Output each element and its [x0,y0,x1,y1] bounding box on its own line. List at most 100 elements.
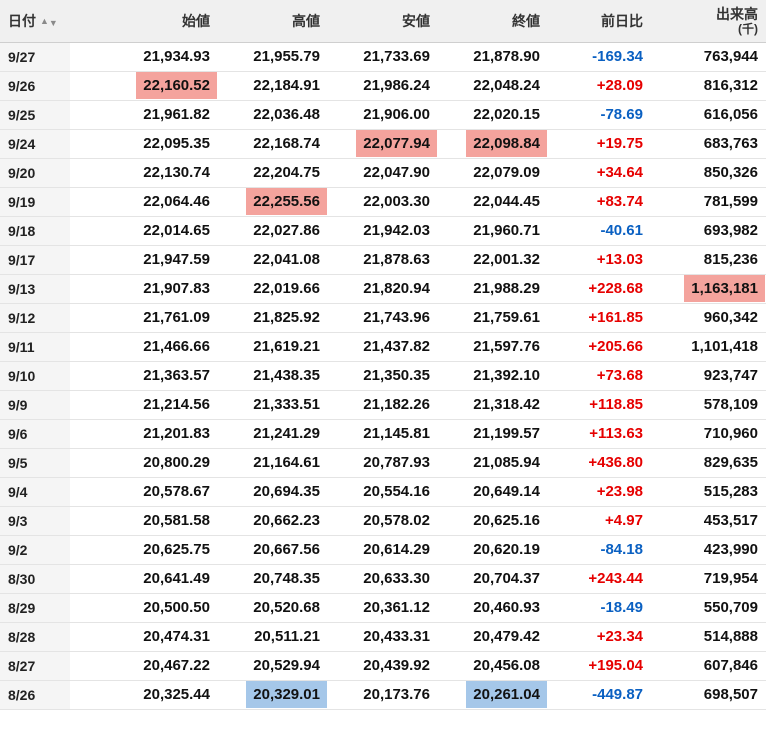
open-cell: 22,095.35 [70,129,220,159]
close-cell: 21,085.94 [440,448,550,478]
low-value: 20,787.93 [363,454,430,471]
volume-value: 816,312 [703,77,758,94]
open-value: 20,325.44 [143,686,210,703]
close-value: 20,460.93 [473,599,540,616]
close-value: 22,001.32 [473,251,540,268]
volume-value: 850,326 [703,164,758,181]
close-value: 21,759.61 [473,309,540,326]
table-row: 9/6 21,201.83 21,241.29 21,145.81 21,199.57 +… [0,419,766,449]
table-row: 9/18 22,014.65 22,027.86 21,942.03 21,960.71… [0,216,766,246]
high-value: 22,027.86 [253,222,320,239]
date-label: 9/5 [8,454,28,471]
close-value: 21,318.42 [473,396,540,413]
high-cell: 21,619.21 [220,332,330,362]
header-volume: 出来高 (千) [653,0,766,43]
volume-value: 698,507 [703,686,758,703]
volume-value: 960,342 [703,309,758,326]
change-cell: +34.64 [550,158,653,188]
change-value: +228.68 [588,280,643,297]
open-value: 21,947.59 [143,251,210,268]
close-cell: 22,098.84 [440,129,550,159]
volume-value: 763,944 [703,48,758,65]
date-label: 8/29 [8,599,36,616]
low-cell: 21,986.24 [330,71,440,101]
table-row: 9/25 21,961.82 22,036.48 21,906.00 22,020.15… [0,100,766,130]
date-label: 9/12 [8,309,36,326]
close-value: 20,625.16 [473,512,540,529]
volume-cell: 683,763 [653,129,766,159]
close-value: 20,456.08 [473,657,540,674]
open-cell: 22,014.65 [70,216,220,246]
change-cell: +118.85 [550,390,653,420]
sort-asc-icon[interactable]: ▲ [40,15,49,26]
date-cell: 9/10 [0,361,70,391]
open-value: 21,907.83 [143,280,210,297]
change-value: +161.85 [588,309,643,326]
open-cell: 20,581.58 [70,506,220,536]
volume-cell: 453,517 [653,506,766,536]
high-cell: 20,329.01 [220,680,330,710]
volume-cell: 607,846 [653,651,766,681]
close-cell: 20,620.19 [440,535,550,565]
header-date[interactable]: 日付 ▲▼ [0,0,70,43]
change-cell: -78.69 [550,100,653,130]
low-value: 21,878.63 [363,251,430,268]
open-cell: 22,130.74 [70,158,220,188]
close-cell: 20,261.04 [440,680,550,710]
open-value: 20,581.58 [143,512,210,529]
change-cell: +83.74 [550,187,653,217]
open-value: 22,130.74 [143,164,210,181]
low-cell: 22,047.90 [330,158,440,188]
change-cell: +161.85 [550,303,653,333]
change-value: -78.69 [600,106,643,123]
volume-cell: 960,342 [653,303,766,333]
low-cell: 21,350.35 [330,361,440,391]
high-value: 22,036.48 [253,106,320,123]
close-cell: 21,988.29 [440,274,550,304]
change-cell: -40.61 [550,216,653,246]
open-value: 21,934.93 [143,48,210,65]
open-value: 20,800.29 [143,454,210,471]
table-row: 8/29 20,500.50 20,520.68 20,361.12 20,460.93… [0,593,766,623]
low-cell: 20,173.76 [330,680,440,710]
volume-cell: 781,599 [653,187,766,217]
table-row: 9/20 22,130.74 22,204.75 22,047.90 22,079.09… [0,158,766,188]
sort-controls[interactable]: ▲▼ [40,13,58,29]
sort-desc-icon[interactable]: ▼ [48,17,58,28]
open-value: 22,160.52 [136,72,217,99]
date-label: 9/6 [8,425,28,442]
low-value: 21,743.96 [363,309,430,326]
low-value: 22,077.94 [356,130,437,157]
date-cell: 8/26 [0,680,70,710]
low-cell: 21,145.81 [330,419,440,449]
table-row: 9/2 20,625.75 20,667.56 20,614.29 20,620.19 -… [0,535,766,565]
volume-cell: 514,888 [653,622,766,652]
low-value: 20,361.12 [363,599,430,616]
date-label: 9/9 [8,396,28,413]
volume-cell: 763,944 [653,42,766,72]
change-cell: +195.04 [550,651,653,681]
open-cell: 21,907.83 [70,274,220,304]
change-value: +195.04 [588,657,643,674]
high-value: 20,667.56 [253,541,320,558]
volume-value: 781,599 [703,193,758,210]
open-cell: 20,641.49 [70,564,220,594]
low-cell: 20,439.92 [330,651,440,681]
low-cell: 20,361.12 [330,593,440,623]
date-cell: 9/27 [0,42,70,72]
close-cell: 20,460.93 [440,593,550,623]
header-high: 高値 [220,0,330,43]
high-cell: 21,241.29 [220,419,330,449]
open-cell: 20,467.22 [70,651,220,681]
volume-value: 683,763 [703,135,758,152]
high-value: 21,955.79 [253,48,320,65]
close-cell: 22,079.09 [440,158,550,188]
close-cell: 21,960.71 [440,216,550,246]
date-label: 9/24 [8,135,36,152]
change-cell: +23.98 [550,477,653,507]
open-cell: 21,934.93 [70,42,220,72]
high-cell: 20,662.23 [220,506,330,536]
date-label: 9/25 [8,106,36,123]
high-cell: 20,748.35 [220,564,330,594]
table-row: 8/28 20,474.31 20,511.21 20,433.31 20,479.42… [0,622,766,652]
